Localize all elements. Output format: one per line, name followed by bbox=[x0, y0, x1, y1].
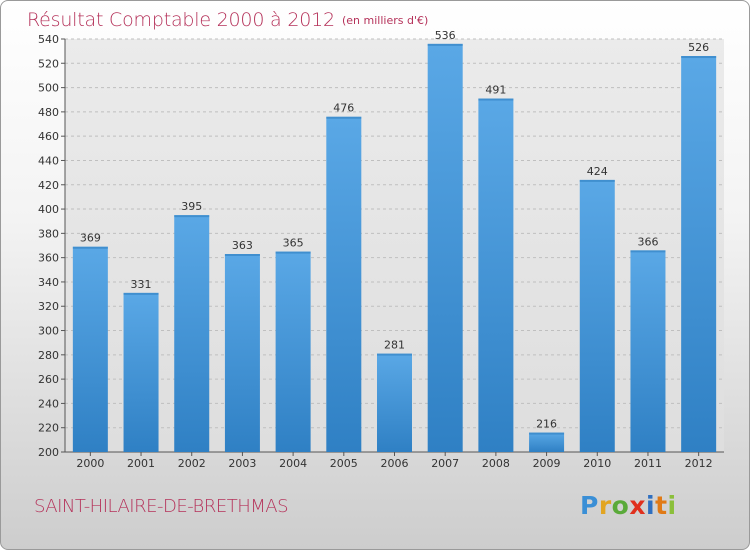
bar-2012 bbox=[681, 56, 717, 452]
bar-top-edge bbox=[123, 292, 159, 295]
proxiti-logo: Proxiti bbox=[580, 491, 677, 520]
y-tick-label: 320 bbox=[38, 300, 59, 313]
bar-2003 bbox=[224, 254, 260, 452]
brand-letter: P bbox=[580, 491, 599, 520]
y-tick-label: 340 bbox=[38, 276, 59, 289]
bar-2004 bbox=[275, 251, 311, 452]
bar-2001 bbox=[123, 292, 159, 452]
bar-2005 bbox=[326, 116, 362, 452]
brand-letter: r bbox=[598, 491, 612, 520]
y-tick-label: 460 bbox=[38, 130, 59, 143]
bar-top-edge bbox=[579, 179, 615, 182]
bar-2009 bbox=[529, 432, 565, 452]
x-tick-label: 2001 bbox=[127, 457, 155, 470]
brand-letter: o bbox=[611, 491, 630, 520]
bar-value-label: 369 bbox=[80, 232, 101, 245]
x-tick-label: 2008 bbox=[482, 457, 510, 470]
bar-value-label: 281 bbox=[384, 339, 405, 352]
brand-letter: t bbox=[655, 491, 668, 520]
y-tick-label: 520 bbox=[38, 57, 59, 70]
bar-2006 bbox=[377, 353, 412, 452]
bar-value-label: 395 bbox=[181, 200, 202, 213]
x-tick-label: 2009 bbox=[533, 457, 561, 470]
x-tick-label: 2003 bbox=[228, 457, 256, 470]
bar-2010 bbox=[579, 179, 615, 452]
bar-top-edge bbox=[326, 116, 362, 119]
bar-top-edge bbox=[275, 251, 311, 254]
bar-2007 bbox=[427, 43, 463, 452]
bar-2002 bbox=[174, 215, 210, 452]
bar-top-edge bbox=[529, 432, 565, 435]
brand-letter: i bbox=[646, 491, 656, 520]
bar-value-label: 424 bbox=[587, 165, 608, 178]
y-tick-label: 300 bbox=[38, 325, 59, 338]
bar-top-edge bbox=[224, 254, 260, 257]
bar-2011 bbox=[630, 250, 666, 452]
y-tick-label: 280 bbox=[38, 349, 59, 362]
bar-top-edge bbox=[174, 215, 210, 218]
bar-2008 bbox=[478, 98, 514, 452]
bar-2000 bbox=[72, 246, 108, 452]
bar-top-edge bbox=[478, 98, 514, 101]
x-tick-label: 2002 bbox=[178, 457, 206, 470]
x-tick-label: 2012 bbox=[685, 457, 713, 470]
y-tick-label: 420 bbox=[38, 179, 59, 192]
x-tick-label: 2006 bbox=[381, 457, 409, 470]
bar-value-label: 331 bbox=[131, 278, 152, 291]
y-tick-label: 400 bbox=[38, 203, 59, 216]
bar-value-label: 366 bbox=[637, 235, 658, 248]
y-tick-label: 220 bbox=[38, 422, 59, 435]
brand-letter: i bbox=[667, 491, 677, 520]
y-tick-label: 500 bbox=[38, 82, 59, 95]
x-tick-label: 2000 bbox=[76, 457, 104, 470]
bar-value-label: 365 bbox=[283, 237, 304, 250]
x-tick-label: 2004 bbox=[279, 457, 307, 470]
y-tick-label: 360 bbox=[38, 252, 59, 265]
x-tick-label: 2005 bbox=[330, 457, 358, 470]
y-tick-label: 240 bbox=[38, 397, 59, 410]
x-tick-label: 2011 bbox=[634, 457, 662, 470]
brand-letter: x bbox=[629, 491, 646, 520]
bar-value-label: 476 bbox=[333, 102, 354, 115]
bar-value-label: 216 bbox=[536, 418, 557, 431]
x-tick-label: 2007 bbox=[431, 457, 459, 470]
y-tick-label: 260 bbox=[38, 373, 59, 386]
y-tick-label: 380 bbox=[38, 227, 59, 240]
chart-title: Résultat Comptable 2000 à 2012 bbox=[27, 9, 335, 31]
bar-top-edge bbox=[377, 353, 412, 356]
y-tick-label: 540 bbox=[38, 33, 59, 46]
bar-value-label: 363 bbox=[232, 239, 253, 252]
x-tick-label: 2010 bbox=[583, 457, 611, 470]
y-tick-label: 480 bbox=[38, 106, 59, 119]
bar-value-label: 536 bbox=[435, 29, 456, 42]
y-tick-label: 440 bbox=[38, 154, 59, 167]
bar-value-label: 491 bbox=[485, 84, 506, 97]
bar-top-edge bbox=[72, 246, 108, 249]
bar-top-edge bbox=[427, 43, 463, 46]
chart-subtitle: (en milliers d'€) bbox=[342, 14, 429, 27]
bar-top-edge bbox=[630, 250, 666, 253]
commune-name: SAINT-HILAIRE-DE-BRETHMAS bbox=[34, 496, 289, 517]
bar-value-label: 526 bbox=[688, 41, 709, 54]
y-tick-label: 200 bbox=[38, 446, 59, 459]
bar-top-edge bbox=[681, 56, 717, 59]
